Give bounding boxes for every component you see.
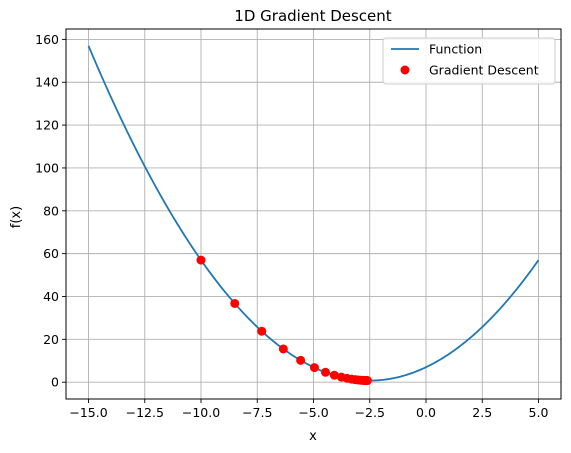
gradient-descent-point (309, 363, 319, 373)
x-tick-label: 0.0 (416, 405, 436, 420)
x-tick-label: 5.0 (529, 405, 549, 420)
y-tick-label: 140 (35, 75, 59, 90)
gradient-descent-series (196, 255, 372, 386)
y-tick-label: 100 (35, 160, 59, 175)
gradient-descent-point (321, 367, 331, 377)
y-tick-label: 0 (51, 375, 59, 390)
y-tick-label: 20 (43, 332, 59, 347)
legend-gradient-descent-label: Gradient Descent (429, 63, 539, 78)
gradient-descent-point (362, 376, 372, 386)
x-tick-label: −15.0 (69, 405, 107, 420)
y-tick-label: 80 (43, 203, 59, 218)
gradient-descent-point (230, 298, 240, 308)
x-tick-label: −5.0 (298, 405, 328, 420)
gradient-descent-point (196, 255, 206, 265)
y-tick-label: 160 (35, 32, 59, 47)
chart-title: 1D Gradient Descent (234, 7, 391, 25)
gradient-descent-point (296, 355, 306, 365)
gradient-descent-point (278, 344, 288, 354)
legend: Function Gradient Descent (382, 37, 556, 85)
gradient-descent-point (257, 326, 267, 336)
legend-function-label: Function (429, 42, 482, 57)
x-tick-label: −12.5 (126, 405, 164, 420)
gradient-descent-point (329, 370, 339, 380)
x-axis: −15.0 −12.5 −10.0 −7.5 −5.0 −2.5 0.0 2.5 5.0 (69, 399, 548, 420)
x-tick-label: −2.5 (355, 405, 385, 420)
x-axis-label: x (309, 429, 317, 444)
legend-gradient-descent-swatch (400, 65, 410, 75)
y-tick-label: 40 (43, 289, 59, 304)
y-tick-label: 60 (43, 246, 59, 261)
y-axis: 0 20 40 60 80 100 120 140 160 (35, 32, 66, 390)
y-axis-label: f(x) (9, 206, 24, 228)
legend-box (382, 37, 556, 85)
x-tick-label: −7.5 (242, 405, 272, 420)
x-tick-label: 2.5 (472, 405, 492, 420)
grid (66, 29, 561, 399)
x-tick-label: −10.0 (182, 405, 220, 420)
y-tick-label: 120 (35, 118, 59, 133)
